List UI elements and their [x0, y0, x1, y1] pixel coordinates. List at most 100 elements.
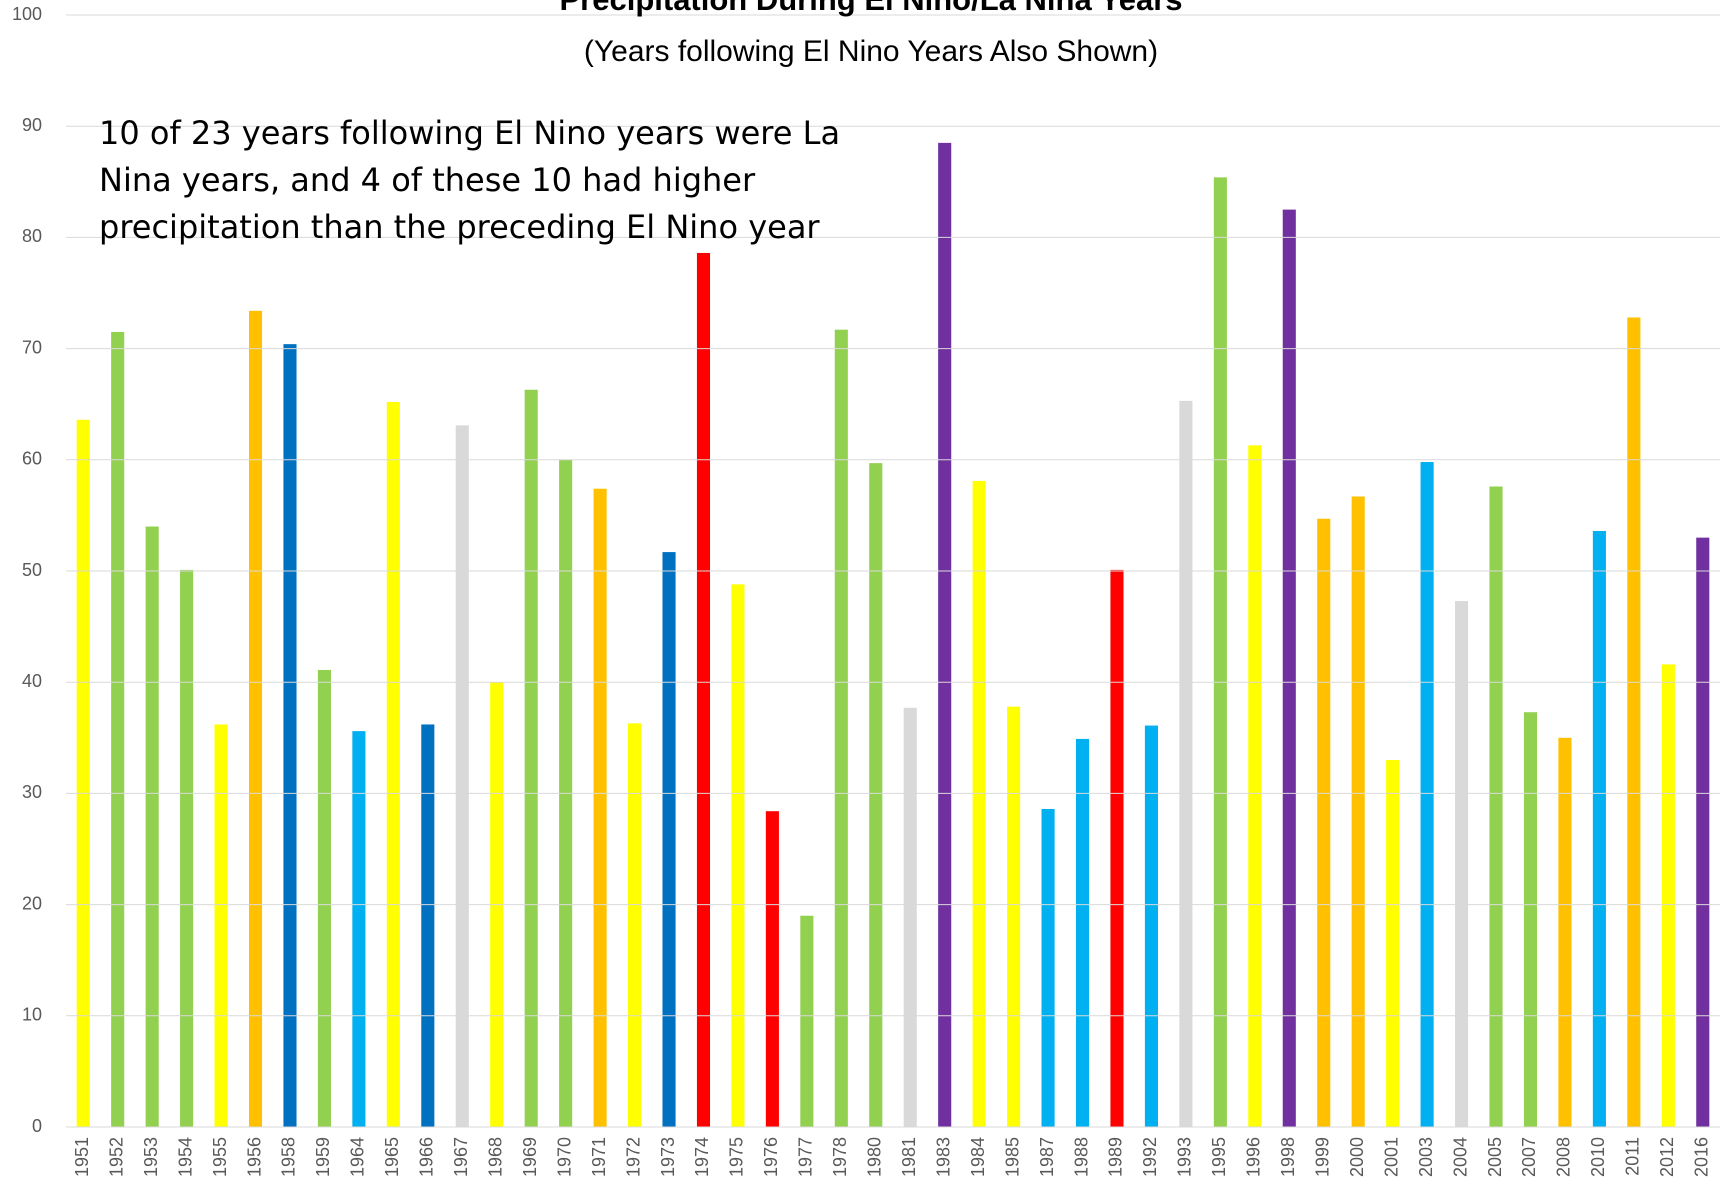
bar — [1661, 664, 1675, 1127]
x-tick-label: 1956 — [244, 1137, 264, 1177]
y-tick-label: 10 — [22, 1005, 42, 1025]
x-tick-label: 1980 — [865, 1137, 885, 1177]
x-tick-label: 2016 — [1692, 1137, 1712, 1177]
x-tick-label: 2000 — [1347, 1137, 1367, 1177]
x-tick-label: 2012 — [1657, 1137, 1677, 1177]
x-tick-label: 1972 — [623, 1137, 643, 1177]
x-tick-label: 2004 — [1450, 1137, 1470, 1177]
x-tick-label: 1964 — [348, 1137, 368, 1177]
bar — [421, 724, 435, 1127]
y-tick-label: 100 — [12, 4, 42, 24]
bar — [1213, 177, 1227, 1128]
x-tick-label: 1999 — [1312, 1137, 1332, 1177]
bar — [1696, 537, 1710, 1127]
x-tick-label: 1985 — [1002, 1137, 1022, 1177]
bar — [1592, 530, 1606, 1127]
bar — [834, 329, 848, 1127]
x-tick-label: 1967 — [451, 1137, 471, 1177]
bar — [352, 731, 366, 1127]
chart-title: Precipitation During El Nino/La Nina Yea… — [559, 0, 1182, 17]
bar — [214, 724, 228, 1127]
x-tick-label: 1959 — [313, 1137, 333, 1177]
bar — [1489, 486, 1503, 1127]
bar — [800, 915, 814, 1127]
bar — [628, 723, 642, 1127]
bar — [938, 142, 952, 1127]
bar — [1627, 317, 1641, 1127]
x-tick-label: 1984 — [968, 1137, 988, 1177]
x-tick-label: 1952 — [106, 1137, 126, 1177]
bar — [180, 569, 194, 1127]
x-tick-label: 1966 — [417, 1137, 437, 1177]
x-tick-label: 1976 — [761, 1137, 781, 1177]
x-tick-label: 1998 — [1278, 1137, 1298, 1177]
y-tick-label: 50 — [22, 560, 42, 580]
chart-subtitle: (Years following El Nino Years Also Show… — [584, 35, 1158, 68]
bar — [386, 401, 400, 1127]
x-tick-label: 1983 — [933, 1137, 953, 1177]
y-tick-label: 70 — [22, 337, 42, 357]
bar — [283, 344, 297, 1128]
x-tick-label: 1974 — [692, 1137, 712, 1177]
bar — [317, 669, 331, 1127]
x-tick-label: 1953 — [141, 1137, 161, 1177]
x-tick-label: 1987 — [1037, 1137, 1057, 1177]
x-tick-label: 2011 — [1623, 1137, 1643, 1176]
x-tick-label: 1981 — [899, 1137, 919, 1177]
bar — [455, 425, 469, 1127]
bar — [1351, 496, 1365, 1128]
bar — [1558, 737, 1572, 1127]
bar — [145, 526, 159, 1127]
bar — [1455, 601, 1469, 1127]
y-tick-label: 30 — [22, 782, 42, 802]
x-tick-label: 1993 — [1175, 1137, 1195, 1177]
bar — [1075, 738, 1090, 1127]
bar — [111, 331, 125, 1127]
y-tick-label: 0 — [32, 1116, 42, 1136]
x-tick-label: 1995 — [1209, 1137, 1229, 1177]
bar — [696, 252, 711, 1127]
x-tick-label: 2003 — [1416, 1137, 1436, 1177]
bar — [1386, 760, 1400, 1127]
bar — [1007, 706, 1021, 1127]
bar — [1144, 725, 1158, 1127]
bar — [1317, 518, 1331, 1127]
y-tick-label: 90 — [22, 115, 42, 135]
y-tick-label: 60 — [22, 449, 42, 469]
bar — [972, 480, 986, 1128]
bar — [662, 552, 676, 1127]
x-tick-label: 1988 — [1071, 1137, 1091, 1177]
bar — [1420, 462, 1434, 1127]
x-tick-label: 1978 — [830, 1137, 850, 1177]
bar — [593, 488, 607, 1127]
x-tick-label: 2007 — [1519, 1137, 1539, 1177]
y-tick-label: 80 — [22, 226, 42, 246]
bar — [1179, 400, 1193, 1127]
bar — [524, 389, 538, 1127]
bar — [731, 584, 745, 1127]
x-tick-label: 1977 — [796, 1137, 816, 1177]
bar — [1248, 445, 1262, 1127]
y-tick-label: 40 — [22, 671, 42, 691]
bar — [903, 707, 917, 1127]
bar — [869, 463, 883, 1127]
x-tick-label: 2010 — [1588, 1137, 1608, 1177]
x-tick-label: 1996 — [1244, 1137, 1264, 1177]
x-tick-label: 1973 — [658, 1137, 678, 1177]
bar — [1041, 808, 1055, 1127]
bar — [76, 419, 90, 1127]
y-tick-label: 20 — [22, 893, 42, 913]
x-tick-label: 1958 — [279, 1137, 299, 1177]
x-tick-label: 1970 — [554, 1137, 574, 1177]
bar — [1110, 569, 1124, 1127]
x-tick-label: 1971 — [589, 1137, 609, 1177]
bar — [248, 310, 263, 1127]
x-tick-label: 2005 — [1485, 1137, 1505, 1177]
x-tick-label: 2008 — [1554, 1137, 1574, 1177]
x-tick-label: 1954 — [175, 1137, 195, 1177]
bar — [1282, 209, 1296, 1128]
x-tick-label: 1975 — [727, 1137, 747, 1177]
x-tick-label: 1969 — [520, 1137, 540, 1177]
